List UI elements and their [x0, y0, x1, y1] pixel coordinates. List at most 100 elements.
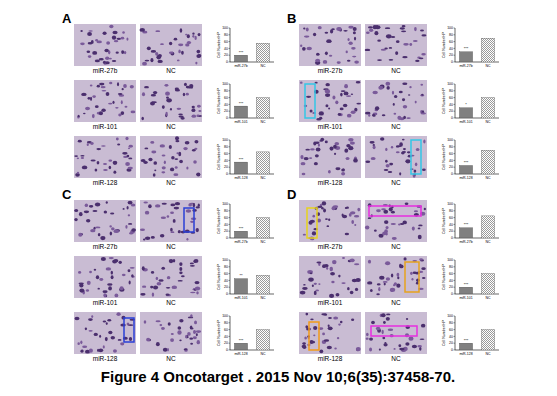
cell [144, 320, 147, 323]
cell [403, 221, 407, 225]
cell [151, 271, 154, 274]
cell [377, 40, 381, 42]
y-tick [229, 104, 231, 105]
cell [325, 141, 328, 144]
cell [78, 233, 82, 237]
photo-background [365, 312, 427, 354]
cell [386, 317, 390, 321]
y-axis-label: Cell Number/HP [442, 87, 446, 114]
cell [99, 58, 104, 60]
y-tick [229, 90, 231, 91]
y-tick-label: 0 [451, 292, 453, 296]
photo-label: NC [391, 243, 401, 250]
cell [161, 171, 165, 173]
cell [194, 259, 199, 263]
cell [90, 97, 92, 101]
significance: ** [239, 273, 243, 278]
y-tick-label: 100 [222, 26, 228, 30]
cell [304, 157, 309, 160]
cell [163, 348, 168, 352]
cell [412, 226, 415, 230]
y-tick [229, 204, 231, 205]
cell [190, 262, 194, 264]
cell [368, 260, 371, 264]
cell [368, 26, 373, 28]
cell [300, 44, 302, 47]
cell [332, 260, 337, 264]
cell [77, 117, 80, 119]
x-tick-label: NC [260, 296, 266, 300]
cell [155, 52, 158, 56]
bar [234, 231, 247, 238]
cell [316, 147, 321, 151]
y-tick-label: 100 [447, 258, 453, 262]
cell [81, 349, 84, 352]
micrograph [74, 136, 136, 178]
cell [348, 146, 353, 150]
cell [77, 157, 79, 159]
y-axis-label: Cell Number/HP [217, 319, 221, 346]
cell [119, 261, 122, 264]
cell [317, 206, 322, 208]
cell [313, 141, 316, 145]
y-tick [229, 231, 231, 232]
cell [117, 82, 119, 86]
cell [399, 91, 403, 94]
cell [397, 276, 399, 279]
cell [77, 342, 79, 345]
cell [369, 348, 372, 352]
cell [189, 337, 193, 339]
cell [87, 143, 89, 146]
cell [190, 292, 195, 294]
cell [88, 42, 93, 44]
cell [160, 144, 165, 147]
cell [190, 325, 193, 329]
cell [408, 337, 413, 341]
cell [301, 162, 306, 165]
photo-label: miR-27b [93, 67, 118, 74]
cell [81, 157, 84, 159]
y-tick-label: 80 [449, 209, 453, 213]
y-tick-label: 80 [224, 89, 228, 93]
x-tick-label: miR-128 [459, 352, 472, 356]
bar-chart: 020406080100Cell Number/HPmiR-101NC** [217, 258, 274, 299]
cell [329, 294, 334, 298]
cell [88, 55, 91, 58]
cell [341, 168, 345, 171]
y-tick-label: 100 [447, 202, 453, 206]
cell [91, 159, 96, 161]
cell [169, 51, 174, 53]
cell [350, 141, 355, 144]
y-tick [229, 217, 231, 218]
cell [112, 31, 117, 35]
cell [88, 30, 92, 32]
cell [316, 118, 321, 120]
y-tick-label: 40 [224, 103, 228, 107]
cell [381, 208, 386, 210]
cell [325, 93, 330, 97]
cell [156, 342, 160, 346]
y-tick-label: 100 [222, 258, 228, 262]
cell [356, 103, 361, 105]
cell [185, 34, 188, 36]
photo-label: NC [166, 67, 176, 74]
cell [88, 318, 93, 321]
y-tick [454, 294, 456, 295]
photo-label: NC [391, 299, 401, 306]
cell [419, 57, 424, 59]
y-axis-label: Cell Number/HP [442, 207, 446, 234]
cell [114, 294, 118, 298]
cell [389, 163, 393, 166]
cell [347, 287, 350, 290]
y-tick [229, 160, 231, 161]
cell [325, 218, 328, 220]
cell [153, 173, 156, 176]
cell [100, 236, 105, 240]
cell [178, 43, 183, 46]
y-tick-label: 40 [224, 223, 228, 227]
photo-label: miR-27b [318, 243, 343, 250]
x-tick-label: miR-27b [459, 240, 472, 244]
cell [322, 201, 326, 205]
cell [193, 160, 197, 163]
cell [404, 257, 407, 260]
